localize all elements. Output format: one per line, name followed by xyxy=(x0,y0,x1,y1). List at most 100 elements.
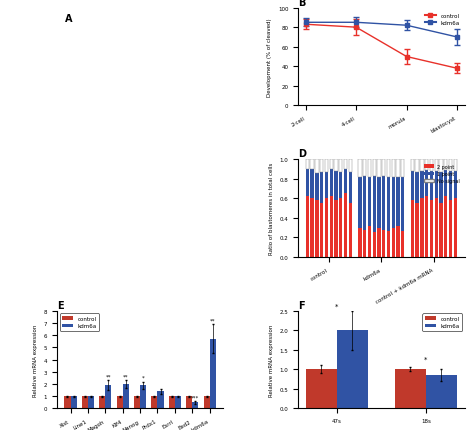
Bar xyxy=(99,396,105,408)
Y-axis label: Relative mRNA expression: Relative mRNA expression xyxy=(33,324,38,396)
Bar xyxy=(420,199,424,257)
Bar xyxy=(415,160,419,172)
Bar xyxy=(344,194,347,257)
Bar xyxy=(358,177,362,228)
Legend: 2 point, 1 point, No signal: 2 point, 1 point, No signal xyxy=(422,162,462,186)
Bar xyxy=(420,160,424,172)
Bar xyxy=(320,160,323,172)
Bar xyxy=(387,232,390,257)
Bar xyxy=(329,169,333,197)
Bar xyxy=(337,331,368,408)
Bar xyxy=(396,177,400,226)
Bar xyxy=(382,230,385,257)
Bar xyxy=(140,385,146,408)
Bar xyxy=(325,199,328,257)
Bar xyxy=(395,369,426,408)
Bar xyxy=(401,160,404,177)
Bar xyxy=(349,204,352,257)
Text: A: A xyxy=(65,13,73,24)
Bar xyxy=(401,231,404,257)
Bar xyxy=(363,176,366,230)
Y-axis label: Relative mRNA expression: Relative mRNA expression xyxy=(269,324,274,396)
Bar xyxy=(306,197,309,257)
Bar xyxy=(387,160,390,177)
Bar xyxy=(439,160,443,172)
Bar xyxy=(306,160,309,169)
Bar xyxy=(71,396,77,408)
Bar xyxy=(117,396,123,408)
Bar xyxy=(310,199,314,257)
Bar xyxy=(175,396,181,408)
Bar xyxy=(425,197,428,257)
Bar xyxy=(320,204,323,257)
Text: D: D xyxy=(298,149,306,159)
Bar xyxy=(157,391,164,408)
Text: *: * xyxy=(142,375,145,380)
Bar xyxy=(349,172,352,204)
Bar xyxy=(373,176,376,233)
Text: F: F xyxy=(298,300,305,310)
Bar xyxy=(430,201,433,257)
Bar xyxy=(334,160,337,172)
Bar xyxy=(392,177,395,228)
Bar xyxy=(192,402,198,408)
Bar xyxy=(454,199,457,257)
Bar xyxy=(363,160,366,176)
Bar xyxy=(444,171,447,197)
Bar xyxy=(339,199,342,257)
Bar xyxy=(315,201,319,257)
Bar xyxy=(339,160,342,172)
Bar xyxy=(425,171,428,197)
Bar xyxy=(349,160,352,172)
Bar xyxy=(420,172,424,199)
Text: **: ** xyxy=(123,374,128,379)
Bar xyxy=(396,160,400,177)
Bar xyxy=(377,160,381,177)
Y-axis label: Ratio of blastomeres in total cells: Ratio of blastomeres in total cells xyxy=(269,163,274,255)
Bar xyxy=(449,201,452,257)
Bar xyxy=(410,160,414,172)
Bar xyxy=(439,172,443,204)
Bar xyxy=(306,369,337,408)
Bar xyxy=(64,396,71,408)
Bar xyxy=(410,201,414,257)
Bar xyxy=(344,169,347,194)
Bar xyxy=(325,172,328,199)
Text: *: * xyxy=(424,356,428,362)
Bar xyxy=(82,396,88,408)
Bar xyxy=(203,396,210,408)
Bar xyxy=(186,396,192,408)
Bar xyxy=(134,396,140,408)
Text: *: * xyxy=(335,303,338,309)
Bar xyxy=(426,375,457,408)
Bar xyxy=(392,228,395,257)
Bar xyxy=(358,228,362,257)
Y-axis label: Development (% of cleaved): Development (% of cleaved) xyxy=(267,18,273,97)
Bar xyxy=(415,204,419,257)
Bar xyxy=(339,172,342,199)
Bar xyxy=(368,226,371,257)
Bar xyxy=(325,160,328,172)
Bar xyxy=(430,160,433,172)
Text: **: ** xyxy=(106,374,111,379)
Bar xyxy=(334,201,337,257)
Bar xyxy=(334,172,337,201)
Bar xyxy=(382,160,385,176)
Bar xyxy=(439,204,443,257)
Bar xyxy=(387,177,390,232)
Legend: control, kdm6a: control, kdm6a xyxy=(60,314,99,331)
Bar xyxy=(310,169,314,199)
Text: ***: *** xyxy=(191,394,200,399)
Bar xyxy=(310,160,314,169)
Bar xyxy=(377,177,381,228)
Legend: control, kdm6a: control, kdm6a xyxy=(422,11,462,28)
Legend: control, kdm6a: control, kdm6a xyxy=(422,314,462,331)
Bar xyxy=(363,230,366,257)
Bar xyxy=(320,172,323,204)
Bar xyxy=(392,160,395,177)
Bar xyxy=(454,160,457,172)
Bar xyxy=(444,160,447,171)
Bar xyxy=(435,172,438,199)
Bar xyxy=(88,396,94,408)
Bar xyxy=(444,197,447,257)
